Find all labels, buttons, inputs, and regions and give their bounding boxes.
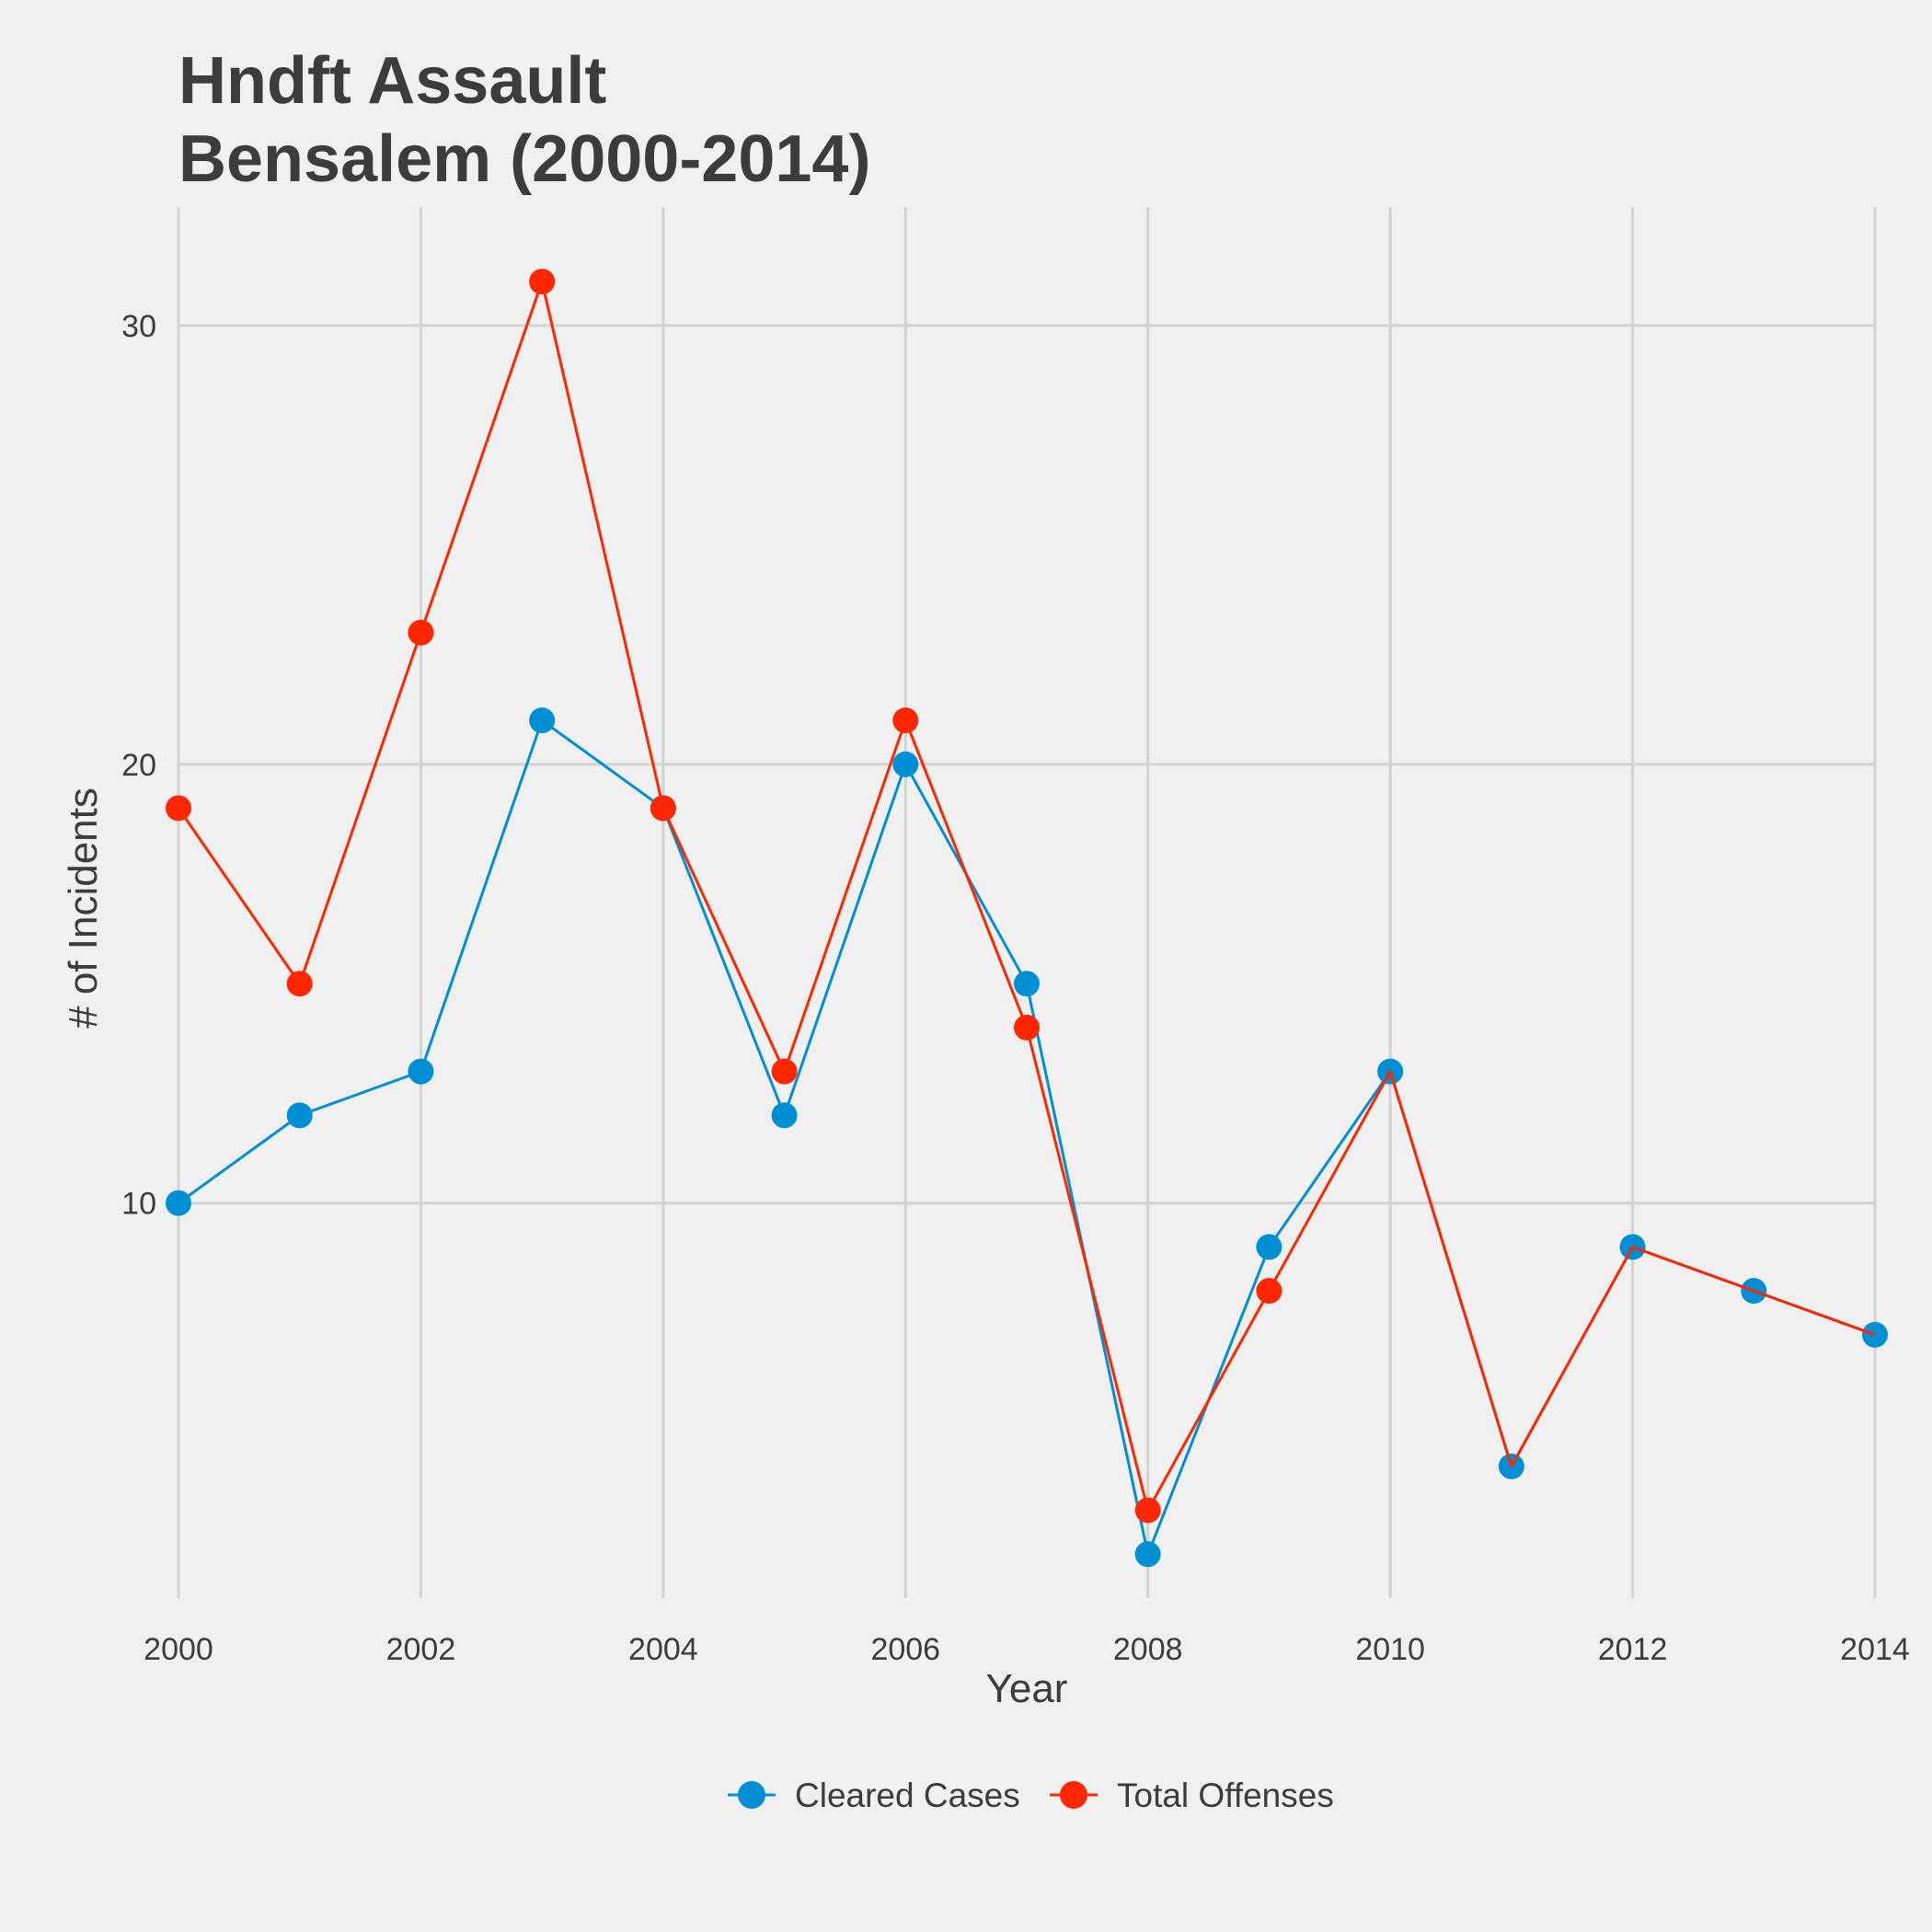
y-tick-label-20: 20 (121, 748, 156, 783)
data-point-cleared-cases-2001 (286, 1102, 313, 1129)
legend-key-dot (738, 1781, 765, 1809)
y-tick-label-10: 10 (121, 1187, 156, 1222)
x-tick-label-2014: 2014 (1840, 1632, 1910, 1667)
tick-labels: 2000 2002 2004 2006 2008 2010 2012 2014 10 20 30 (121, 309, 1910, 1667)
data-point-total-offenses-2002 (408, 619, 434, 646)
legend-item-cleared-cases: Cleared Cases (728, 1777, 1020, 1814)
series-line-cleared-cases (178, 719, 1876, 1556)
y-axis-title: # of Incidents (61, 788, 106, 1029)
legend-label-total-offenses: Total Offenses (1117, 1777, 1334, 1814)
series-total-offenses (166, 269, 1876, 1524)
series-cleared-cases (166, 707, 1888, 1568)
data-point-total-offenses-2004 (650, 795, 676, 822)
data-point-cleared-cases-2002 (408, 1058, 434, 1085)
x-tick-label-2004: 2004 (628, 1632, 698, 1667)
legend-item-total-offenses: Total Offenses (1050, 1777, 1334, 1814)
data-point-total-offenses-2007 (1014, 1014, 1040, 1041)
x-tick-label-2012: 2012 (1598, 1632, 1668, 1667)
data-point-cleared-cases-2005 (771, 1102, 798, 1129)
legend-label-cleared-cases: Cleared Cases (795, 1777, 1020, 1814)
x-axis-title: Year (986, 1666, 1068, 1711)
data-point-cleared-cases-2007 (1014, 971, 1040, 997)
data-point-total-offenses-2008 (1134, 1497, 1161, 1524)
y-tick-label-30: 30 (121, 309, 156, 344)
x-tick-label-2002: 2002 (386, 1632, 456, 1667)
x-tick-label-2010: 2010 (1355, 1632, 1425, 1667)
x-tick-label-2000: 2000 (144, 1632, 213, 1667)
legend: Cleared Cases Total Offenses (728, 1777, 1334, 1814)
data-point-total-offenses-2003 (529, 269, 556, 295)
legend-key-dot (1060, 1781, 1087, 1809)
data-point-cleared-cases-2009 (1256, 1234, 1282, 1260)
chart-title: Hndft Assault (178, 44, 606, 118)
chart-subtitle: Bensalem (2000-2014) (178, 122, 870, 196)
x-tick-label-2006: 2006 (870, 1632, 940, 1667)
series (166, 269, 1888, 1568)
data-point-cleared-cases-2003 (529, 707, 556, 734)
data-point-total-offenses-2001 (286, 971, 313, 997)
data-point-cleared-cases-2008 (1134, 1541, 1161, 1568)
data-point-cleared-cases-2006 (892, 751, 919, 777)
data-point-cleared-cases-2000 (166, 1190, 191, 1216)
grid (177, 207, 1877, 1598)
data-point-total-offenses-2005 (771, 1058, 798, 1085)
data-point-total-offenses-2000 (166, 795, 191, 822)
data-point-total-offenses-2009 (1256, 1278, 1282, 1305)
data-point-total-offenses-2006 (892, 707, 919, 734)
x-tick-label-2008: 2008 (1113, 1632, 1183, 1667)
series-line-total-offenses (177, 280, 1876, 1512)
